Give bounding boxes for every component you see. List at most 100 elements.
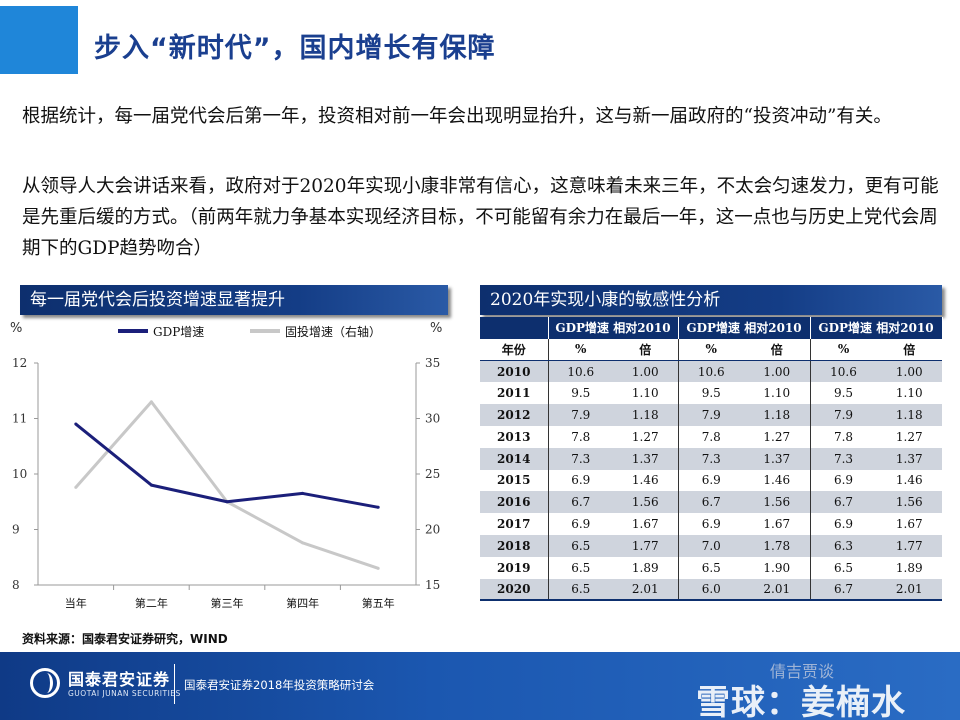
table-cell-year: 2018 [480, 534, 548, 557]
table-cell: 1.10 [763, 386, 791, 401]
table-cell: 7.8 [677, 425, 744, 448]
table-cell-year: 2014 [480, 447, 548, 470]
table-cell: 1.10 [895, 386, 923, 401]
table-sub-header: % [809, 338, 877, 362]
table-cell: 1.67 [631, 517, 659, 532]
paragraph-2: 从领导人大会讲话来看，政府对于2020年实现小康非常有信心，这意味着未来三年，不… [22, 176, 939, 259]
investment-data-point [74, 485, 78, 489]
table-cell: 1.18 [613, 404, 678, 426]
table-cell: 1.37 [876, 447, 942, 470]
table-cell: 1.27 [631, 429, 659, 444]
table-cell-year: 2020 [480, 578, 548, 602]
y-tick-label-left: 12 [12, 356, 27, 370]
y-unit-left: % [10, 321, 22, 336]
table-row: 2013 7.8 1.27 7.8 1.27 7.8 1.27 [480, 425, 942, 448]
table-row: 2018 6.5 1.77 7.0 1.78 6.3 1.77 [480, 534, 942, 557]
table-cell: 7.8 [547, 425, 613, 448]
table-cell: 1.46 [631, 473, 659, 488]
gdp-data-point [225, 500, 229, 504]
table-row: 2019 6.5 1.89 6.5 1.90 6.5 1.89 [480, 556, 942, 579]
table-cell: 1.90 [763, 560, 791, 575]
table-cell: 9.5 [677, 382, 744, 405]
table-cell: 7.3 [677, 447, 744, 470]
y-tick-label-right: 15 [425, 578, 440, 592]
table-cell: 6.9 [809, 513, 877, 535]
y-tick-label-right: 30 [425, 412, 440, 426]
brand-logo-icon [30, 668, 60, 698]
table-cell: 2.01 [613, 578, 678, 602]
y-tick-label-left: 10 [12, 467, 27, 481]
table-cell: 1.56 [876, 491, 942, 514]
footer-divider [174, 664, 175, 704]
title-bar: 步入“新时代”，国内增长有保障 [0, 0, 960, 76]
gdp-data-point [301, 491, 305, 495]
table-cell: 6.7 [809, 491, 877, 514]
table-cell: 6.0 [677, 578, 744, 602]
footer-event: 国泰君安证券2018年投资策略研讨会 [184, 678, 375, 692]
x-tick-label: 第二年 [135, 596, 168, 610]
table-cell: 6.5 [677, 556, 744, 579]
source-note: 资料来源：国泰君安证券研究，WIND [22, 632, 228, 646]
table-cell: 7.0 [677, 534, 744, 557]
table-cell: 1.00 [613, 360, 678, 383]
table-cell: 6.3 [809, 534, 877, 557]
table-row: 2020 6.5 2.01 6.0 2.01 6.7 2.01 [480, 578, 942, 602]
table-sub-header: % [677, 338, 744, 362]
table-cell: 7.8 [809, 425, 877, 448]
table-cell: 9.5 [547, 382, 613, 405]
table-cell-year: 2017 [497, 517, 531, 532]
table-sub-header: 倍 [744, 338, 810, 362]
table-cell: 1.46 [763, 473, 791, 488]
table-cell: 7.3 [547, 447, 613, 470]
table-cell: 10.6 [547, 360, 613, 383]
table-cell: 1.27 [895, 429, 923, 444]
table-group-header-row: GDP增速 相对2010 GDP增速 相对2010 GDP增速 相对2010 [480, 317, 943, 339]
footer-brand-sub: GUOTAI JUNAN SECURITIES [68, 689, 181, 698]
table-cell: 1.00 [744, 360, 810, 383]
table-cell: 2.01 [876, 578, 942, 602]
table-row: 2014 7.3 1.37 7.3 1.37 7.3 1.37 [480, 447, 942, 470]
table-sub-header: 年份 [480, 338, 548, 362]
table-cell: 10.6 [677, 360, 744, 383]
y-tick-label-right: 25 [425, 467, 440, 481]
legend-label: 固投增速（右轴） [285, 324, 381, 339]
y-tick-label-left: 8 [12, 578, 20, 592]
table-group-header: GDP增速 相对2010 [678, 317, 811, 339]
table-group-header: GDP增速 相对2010 [548, 317, 679, 339]
watermark-small: 倩吉贾谈 [770, 662, 835, 681]
investment-data-point [149, 400, 153, 404]
table-cell: 1.56 [613, 491, 678, 514]
table-row: 2017 6.9 1.67 6.9 1.67 6.9 1.67 [480, 513, 942, 535]
footer-brand: 国泰君安证券 [68, 670, 171, 689]
table-row: 2015 6.9 1.46 6.9 1.46 6.9 1.46 [480, 469, 942, 492]
table-group-header: GDP增速 相对2010 [810, 317, 943, 339]
table-cell: 7.3 [809, 447, 877, 470]
gdp-data-point [74, 422, 78, 426]
table-cell-year: 2010 [480, 360, 548, 383]
table-row: 2012 7.9 1.18 7.9 1.18 7.9 1.18 [480, 404, 942, 426]
table-cell: 6.5 [547, 534, 613, 557]
investment-data-point [376, 566, 380, 570]
investment-chart: 8 9 10 11 12 15 20 25 30 35 当年 第二年 第三年 第四年 第五年%% GDP增速 固… [0, 316, 470, 631]
table-cell: 6.9 [677, 513, 744, 535]
table-cell: 1.18 [744, 404, 810, 426]
paragraph-1: 根据统计，每一届党代会后第一年，投资相对前一年会出现明显抬升，这与新一届政府的“… [22, 106, 892, 127]
table-cell: 1.89 [895, 560, 923, 575]
left-panel-title: 每一届党代会后投资增速显著提升 [20, 285, 448, 315]
table-cell: 6.9 [547, 469, 613, 492]
gdp-data-point [149, 483, 153, 487]
table-header-blank [480, 317, 549, 339]
table-cell-year: 2015 [497, 473, 531, 488]
table-cell-year: 2013 [497, 429, 531, 444]
table-row: 2011 9.5 1.10 9.5 1.10 9.5 1.10 [480, 382, 942, 405]
table-cell: 1.67 [895, 517, 923, 532]
table-cell: 1.67 [763, 517, 791, 532]
watermark-big: 雪球：姜楠水 [696, 683, 906, 720]
y-tick-label-right: 20 [425, 523, 440, 537]
table-cell: 7.9 [547, 404, 613, 426]
table-cell: 2.01 [744, 578, 810, 602]
table-cell: 1.37 [744, 447, 810, 470]
table-cell: 6.7 [547, 491, 613, 514]
table-sub-header-row: 年份 % 倍 % 倍 % 倍 [480, 338, 942, 362]
table-cell: 1.77 [613, 534, 678, 557]
